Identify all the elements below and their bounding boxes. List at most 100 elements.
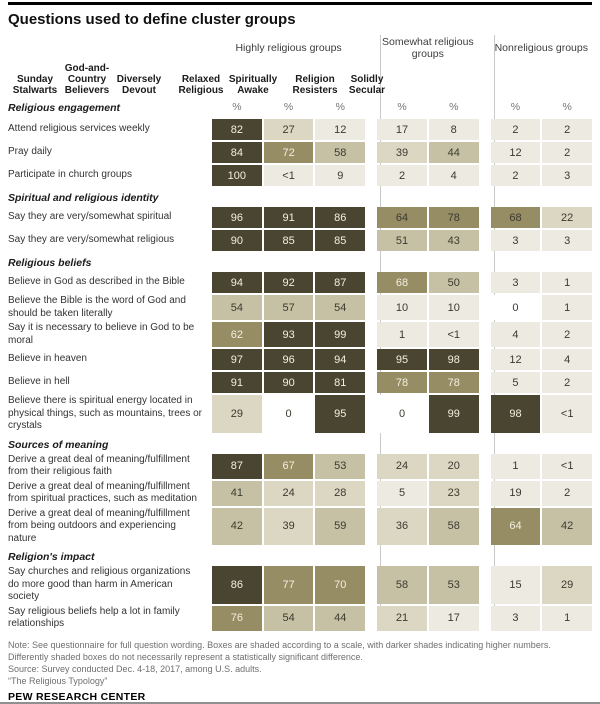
value-cell: <1 bbox=[263, 165, 314, 186]
value-cell: 93 bbox=[263, 322, 314, 347]
value-cell: 94 bbox=[315, 349, 366, 370]
value-cell: 2 bbox=[542, 119, 593, 140]
column-header-row: Sunday Stalwarts God-and-Country Believer… bbox=[8, 63, 592, 96]
value-cell: 64 bbox=[377, 207, 427, 228]
percent-sign: % bbox=[562, 101, 572, 113]
group-header-nonreligious: Nonreligious groups bbox=[494, 42, 588, 54]
top-rule bbox=[8, 2, 592, 5]
table-row: Participate in church groups 100 <1 9 2 4 2 3 bbox=[8, 165, 593, 186]
value-cell: 3 bbox=[542, 165, 593, 186]
source-text: Source: Survey conducted Dec. 4-18, 2017… bbox=[8, 663, 262, 674]
row-label: Pray daily bbox=[8, 146, 52, 158]
value-cell: 5 bbox=[490, 372, 541, 393]
value-cell: 72 bbox=[263, 142, 314, 163]
percent-sign: % bbox=[449, 101, 459, 113]
value-cell: 68 bbox=[490, 207, 541, 228]
value-cell: 3 bbox=[490, 230, 541, 251]
value-cell: 36 bbox=[377, 507, 427, 545]
value-cell: 97 bbox=[212, 349, 262, 370]
table-row: Derive a great deal of meaning/fulfillme… bbox=[8, 480, 593, 506]
value-cell: 12 bbox=[490, 142, 541, 163]
section-heading: Sources of meaning bbox=[8, 438, 109, 451]
value-cell: 3 bbox=[490, 272, 541, 293]
table-row: Attend religious services weekly 82 27 12 17… bbox=[8, 119, 593, 140]
section-heading: Religion's impact bbox=[8, 551, 95, 563]
value-cell: 99 bbox=[428, 395, 479, 433]
value-cell: 78 bbox=[428, 372, 479, 393]
percent-sign: % bbox=[335, 101, 345, 113]
group-header-somewhat-religious: Somewhat religious groups bbox=[382, 36, 474, 60]
row-label: Derive a great deal of meaning/fulfillme… bbox=[8, 480, 197, 505]
value-cell: 81 bbox=[315, 372, 366, 393]
column-header: Relaxed Religious bbox=[178, 74, 224, 96]
section-heading: Spiritual and religious identity bbox=[8, 192, 159, 204]
value-cell: 53 bbox=[428, 566, 479, 604]
row-label: Believe in God as described in the Bible bbox=[8, 276, 185, 288]
value-cell: 91 bbox=[212, 372, 262, 393]
value-cell: 98 bbox=[490, 395, 541, 433]
value-cell: 100 bbox=[212, 165, 262, 186]
percent-sign: % bbox=[232, 101, 242, 113]
table-row: Say it is necessary to believe in God to… bbox=[8, 322, 593, 347]
value-cell: 54 bbox=[315, 295, 366, 320]
value-cell: 22 bbox=[542, 207, 593, 228]
value-cell: 95 bbox=[377, 349, 427, 370]
table-row: Believe there is spiritual energy locate… bbox=[8, 395, 593, 433]
row-label: Say it is necessary to believe in God to… bbox=[8, 322, 195, 346]
value-cell: 84 bbox=[212, 142, 262, 163]
value-cell: 12 bbox=[315, 119, 366, 140]
brand: PEW RESEARCH CENTER bbox=[8, 690, 146, 703]
value-cell: 1 bbox=[377, 322, 427, 347]
value-cell: 42 bbox=[542, 507, 593, 545]
row-label: Say they are very/somewhat spiritual bbox=[8, 211, 172, 223]
group-header-highly-religious: Highly religious groups bbox=[235, 42, 342, 54]
value-cell: 54 bbox=[263, 605, 314, 631]
value-cell: <1 bbox=[542, 395, 593, 433]
value-cell: 78 bbox=[428, 207, 479, 228]
value-cell: 1 bbox=[542, 272, 593, 293]
value-cell: 42 bbox=[212, 507, 262, 545]
value-cell: 90 bbox=[263, 372, 314, 393]
row-label: Attend religious services weekly bbox=[8, 123, 150, 135]
column-header: Diversely Devout bbox=[116, 74, 162, 96]
report-title: “The Religious Typology” bbox=[8, 675, 108, 686]
column-header: Spiritually Awake bbox=[228, 74, 278, 96]
value-cell: 21 bbox=[377, 605, 427, 631]
value-cell: 92 bbox=[263, 272, 314, 293]
value-cell: 4 bbox=[542, 349, 593, 370]
table-row: Say churches and religious organizations… bbox=[8, 566, 593, 604]
value-cell: 24 bbox=[263, 480, 314, 506]
value-cell: 2 bbox=[542, 372, 593, 393]
row-label: Derive a great deal of meaning/fulfillme… bbox=[8, 507, 190, 544]
value-cell: <1 bbox=[428, 322, 479, 347]
value-cell: 12 bbox=[490, 349, 541, 370]
value-cell: 24 bbox=[377, 453, 427, 479]
row-label: Believe in hell bbox=[8, 376, 70, 388]
table-row: Pray daily 84 72 58 39 44 12 2 bbox=[8, 142, 593, 163]
row-label: Believe the Bible is the word of God and… bbox=[8, 295, 186, 319]
value-cell: 58 bbox=[377, 566, 427, 604]
note-text: Note: See questionnaire for full questio… bbox=[8, 639, 551, 662]
value-cell: 91 bbox=[263, 207, 314, 228]
value-cell: 10 bbox=[428, 295, 479, 320]
value-cell: 96 bbox=[212, 207, 262, 228]
value-cell: 5 bbox=[377, 480, 427, 506]
table-row: Say they are very/somewhat spiritual 96 91… bbox=[8, 207, 593, 228]
value-cell: 29 bbox=[542, 566, 593, 604]
value-cell: 0 bbox=[263, 395, 314, 433]
value-cell: 94 bbox=[212, 272, 262, 293]
row-label: Say they are very/somewhat religious bbox=[8, 234, 175, 246]
value-cell: 2 bbox=[542, 322, 593, 347]
percent-sign: % bbox=[397, 101, 407, 113]
table-body: Attend religious services weekly 82 27 12 17… bbox=[8, 119, 593, 631]
value-cell: 62 bbox=[212, 322, 262, 347]
value-cell: 99 bbox=[315, 322, 366, 347]
value-cell: 51 bbox=[377, 230, 427, 251]
row-label: Say churches and religious organizations… bbox=[8, 566, 191, 602]
row-label: Believe there is spiritual energy locate… bbox=[8, 395, 202, 431]
value-cell: 19 bbox=[490, 480, 541, 506]
column-header: Sunday Stalwarts bbox=[12, 74, 58, 96]
value-cell: 2 bbox=[377, 165, 427, 186]
percent-row: Religious engagement %%%%%%% bbox=[8, 98, 592, 116]
value-cell: 2 bbox=[490, 119, 541, 140]
